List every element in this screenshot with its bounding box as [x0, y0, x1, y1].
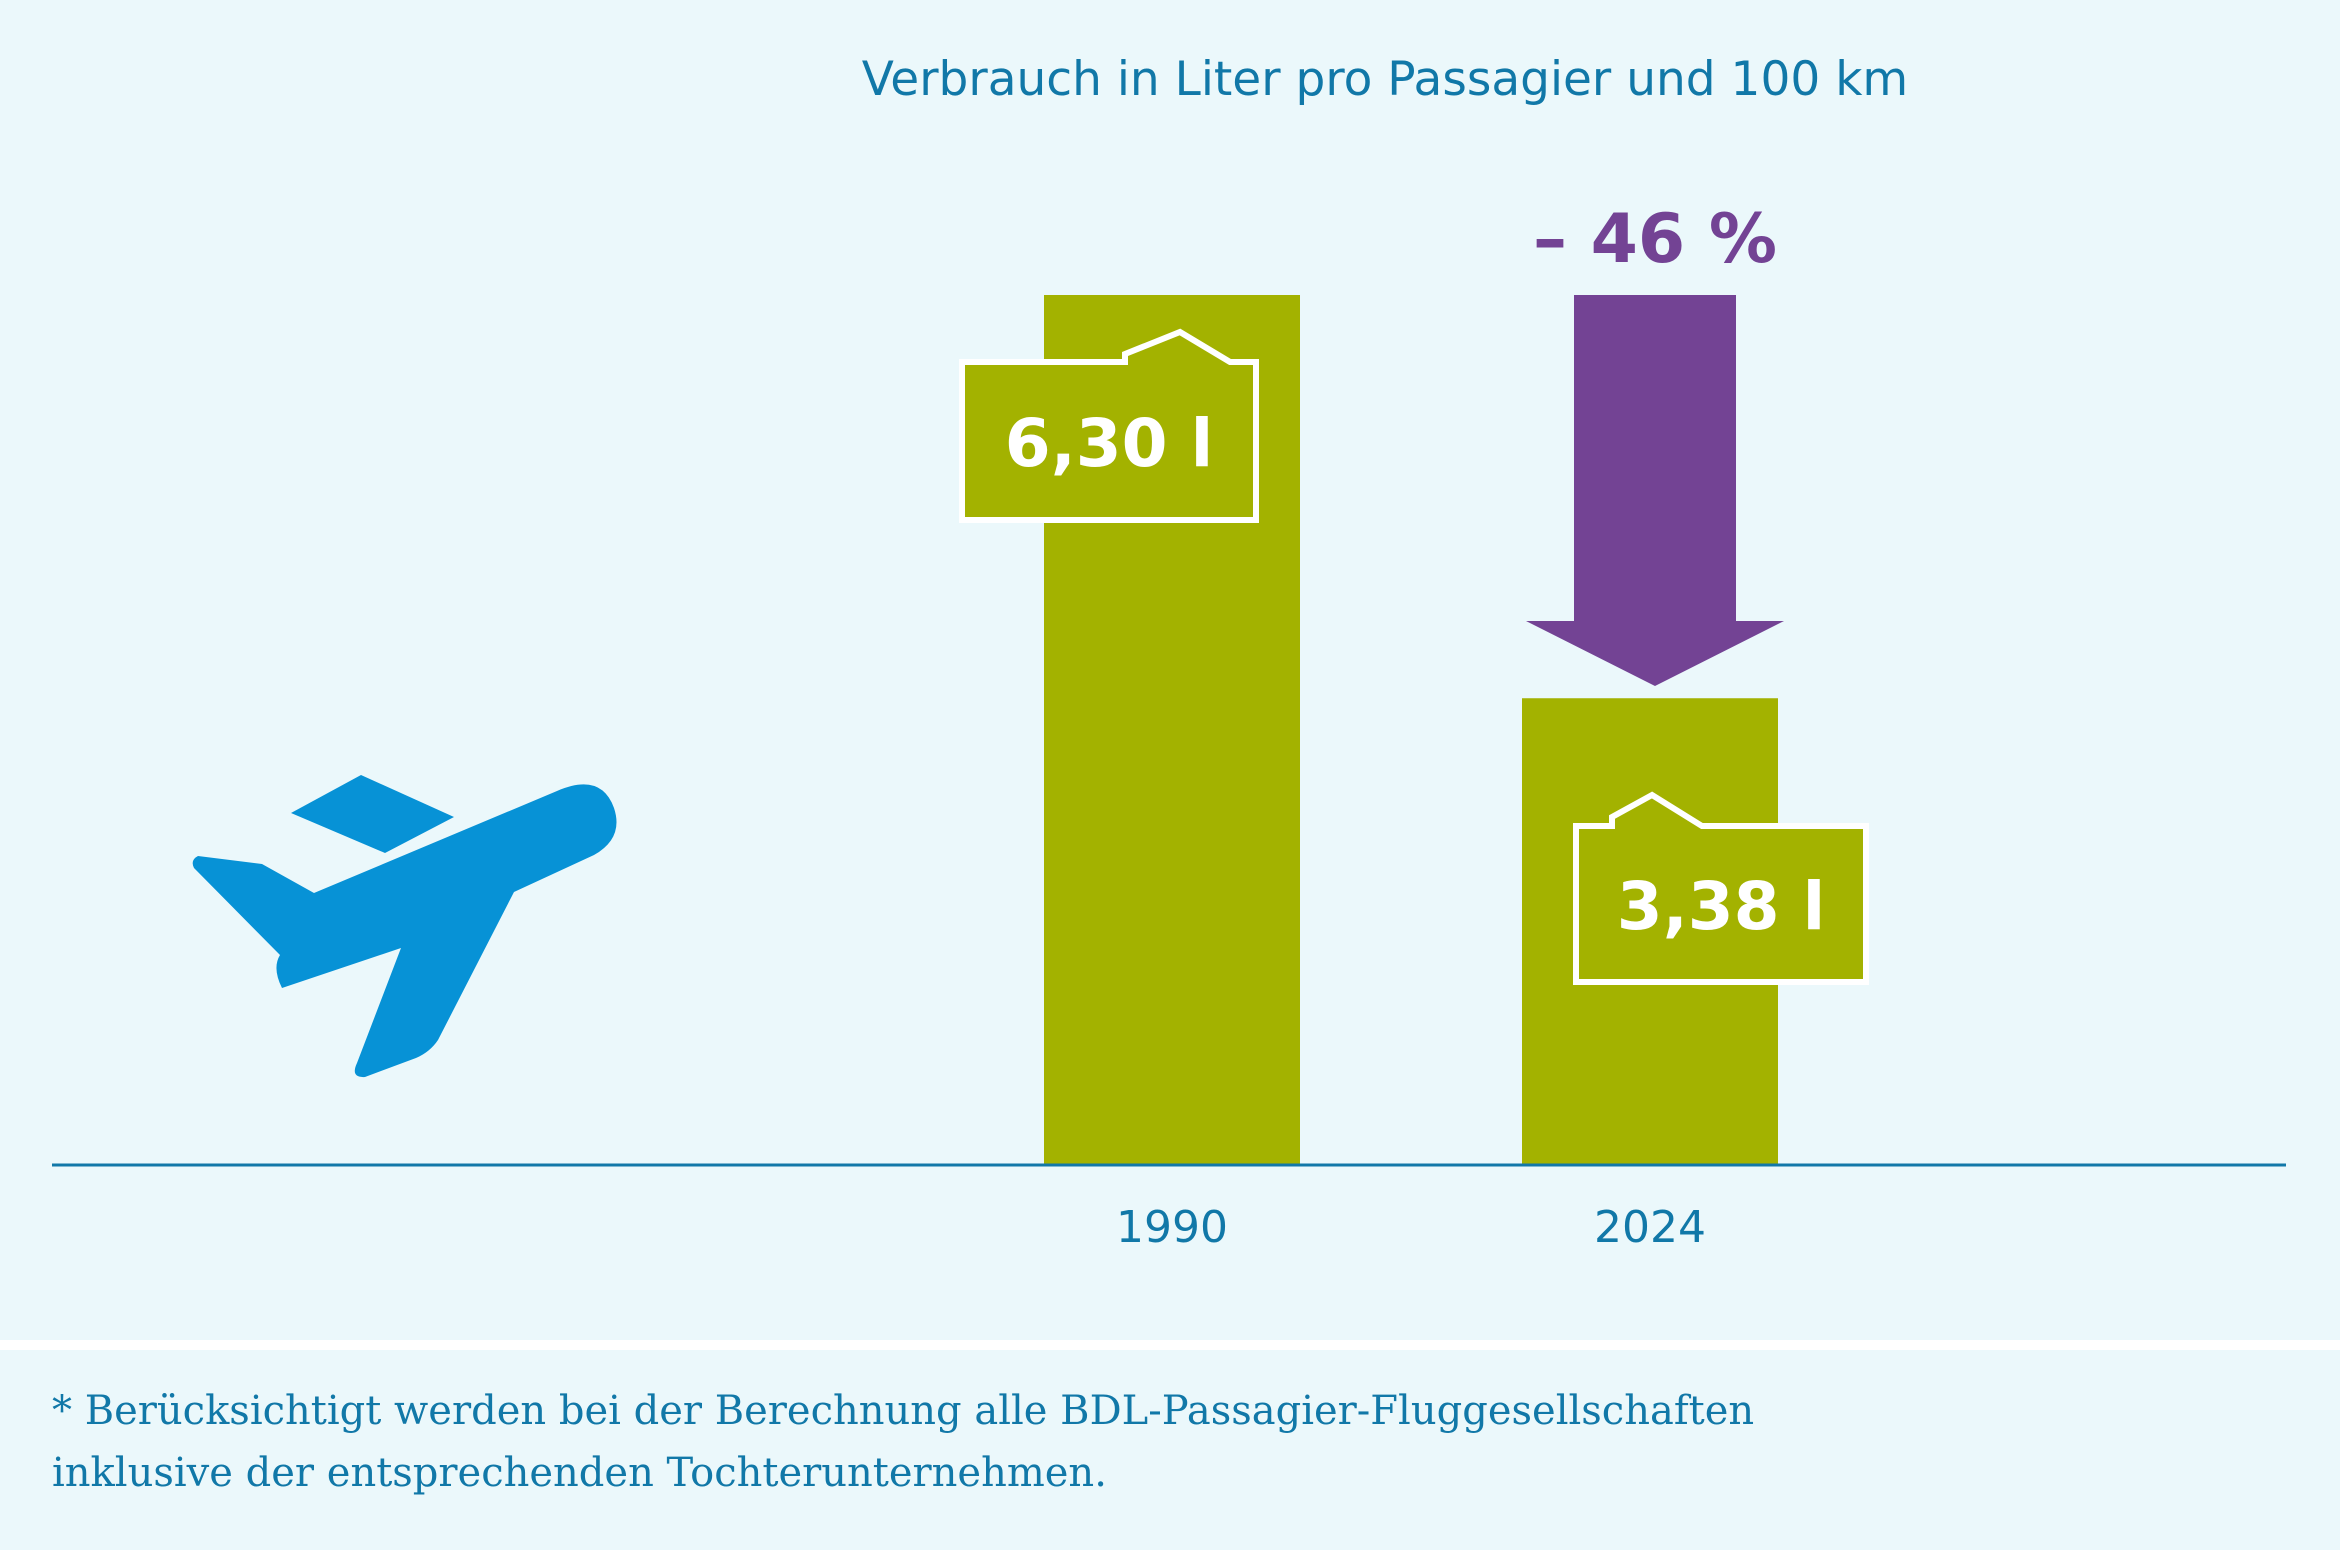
reduction-arrow-group: – 46 %: [1526, 200, 1784, 686]
footnote-panel: * Berücksichtigt werden bei der Berechnu…: [0, 1350, 2340, 1550]
data-label-1990: 6,30 l: [1005, 405, 1213, 482]
footnote-line-1: * Berücksichtigt werden bei der Berechnu…: [52, 1388, 1755, 1434]
value-label-box-2024: [1573, 791, 1869, 985]
change-label: – 46 %: [1533, 200, 1777, 279]
data-label-2024: 3,38 l: [1617, 868, 1825, 945]
x-tick-label-1990: 1990: [1116, 1202, 1228, 1253]
chart-panel: Verbrauch in Liter pro Passagier und 100…: [0, 0, 2340, 1340]
airplane-takeoff-icon: [192, 775, 617, 1078]
bar-group: 1990 2024 6,30 l 3,38 l: [959, 295, 1869, 1253]
consumption-chart: Verbrauch in Liter pro Passagier und 100…: [52, 52, 2286, 1253]
chart-title: Verbrauch in Liter pro Passagier und 100…: [862, 52, 1908, 107]
footnote-line-2: inklusive der entsprechenden Tochterunte…: [52, 1450, 1107, 1496]
reduction-arrow: [1526, 295, 1784, 686]
x-tick-label-2024: 2024: [1594, 1202, 1706, 1253]
value-label-box-1990: [959, 328, 1259, 523]
